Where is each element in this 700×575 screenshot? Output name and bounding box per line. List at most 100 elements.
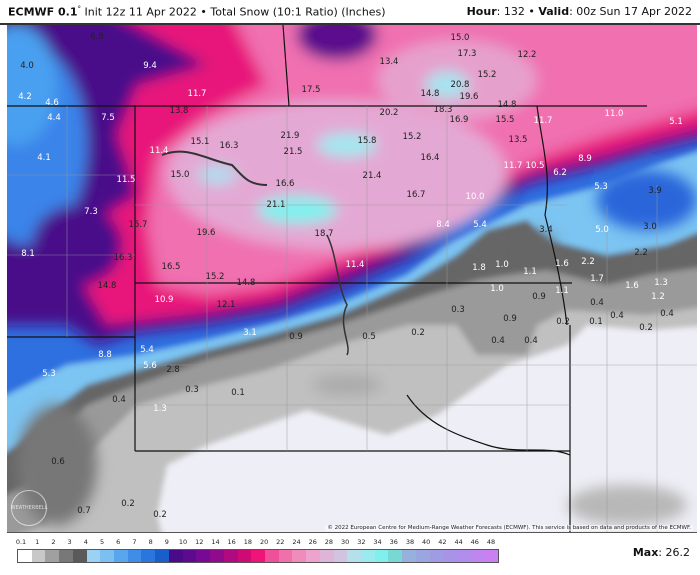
snow-value-label: 2.2 [581,257,595,267]
snowfall-map: 6.8 4.0 9.4 4.2 4.6 11.7 17.5 13.8 4.4 7.5 15.1 16.… [7,25,697,533]
product-name: Total Snow (10:1 Ratio) (Inches) [210,5,386,19]
colorbar-swatch [18,550,32,562]
snow-value-label: 19.6 [459,92,479,102]
contour-cyan [425,71,469,99]
colorbar-tick-label: 44 [454,538,463,546]
header: ECMWF 0.1° Init 12z 11 Apr 2022 • Total … [0,0,700,25]
colorbar-tick-label: 0.1 [15,538,27,546]
snow-value-label: 21.9 [280,131,300,141]
colorbar-tick-label: 5 [99,538,105,546]
snow-value-label: 2.2 [634,248,648,258]
snow-value-label: 17.3 [457,49,477,59]
watermark-text: WEATHERBELL [10,505,48,511]
snow-value-label: 4.6 [45,98,59,108]
snow-value-label: 4.1 [37,153,51,163]
snow-value-label: 0.2 [411,328,425,338]
colorbar-swatch [196,550,211,562]
colorbar-labels: 0.1 1 2 3 4 5 6 7 8 9 10 12 14 16 18 20 22 24 26 28 30 32 34 36… [15,538,497,548]
max-number: 26.2 [665,546,691,559]
snow-value-label: 4.0 [20,61,34,71]
contour-light-pink [167,100,507,250]
snow-value-label: 5.6 [143,361,157,371]
snow-value-label: 0.4 [491,336,505,346]
colorbar-swatch [484,550,499,562]
snow-value-label: 12.2 [517,50,537,60]
colorbar-swatch [127,550,142,562]
valid-label: Valid [538,5,570,18]
snow-value-label: 21.5 [283,147,303,157]
colorbar-swatch [114,550,128,562]
snow-value-label: 12.1 [216,300,236,310]
contour-purple-top [297,25,377,60]
colorbar-swatch [59,550,73,562]
lake-sakakawea [161,150,268,186]
snow-value-label: 1.6 [555,259,569,269]
colorbar-tick-label: 6 [116,538,121,546]
snow-value-label: 10.9 [154,295,174,305]
contour-cyan [257,196,337,224]
snow-value-label: 11.7 [187,89,207,99]
snow-value-label: 16.3 [219,141,239,151]
colorbar-tick-label: 10 [178,538,188,546]
colorbar-swatch [168,550,183,562]
snow-value-label: 6.8 [90,32,104,42]
snow-value-label: 0.1 [589,317,603,327]
snow-value-label: 1.8 [472,263,486,273]
colorbar [17,549,499,563]
snow-value-label: 0.2 [639,323,653,333]
colorbar-tick-label: 42 [438,538,447,546]
snow-value-label: 4.4 [47,113,61,123]
contour-cyan [317,133,377,157]
colorbar-tick-label: 14 [211,538,220,546]
snow-value-label: 1.0 [490,284,504,294]
init-time: Init 12z 11 Apr 2022 [84,5,197,19]
snow-value-label: 15.2 [205,272,225,282]
colorbar-tick-label: 4 [83,538,88,546]
colorbar-tick-label: 26 [308,538,317,546]
colorbar-swatch [306,550,320,562]
colorbar-tick-label: 34 [373,538,382,546]
colorbar-swatch [457,550,471,562]
snow-value-label: 15.5 [495,115,515,125]
snow-value-label: 11.4 [345,260,365,270]
colorbar-swatch [45,550,60,562]
contour-gray-right [519,233,555,257]
snow-value-label: 0.4 [590,298,604,308]
snow-value-label: 21.4 [362,171,382,181]
snow-value-label: 7.5 [101,113,115,123]
snow-value-label: 3.9 [648,186,662,196]
snow-value-label: 1.1 [523,267,537,277]
colorbar-swatch [251,550,265,562]
snow-value-label: 13.4 [379,57,399,67]
snow-value-label: 0.9 [532,292,546,302]
snow-value-label: 1.2 [651,292,665,302]
max-value: Max: 26.2 [632,546,691,559]
snow-value-label: 8.9 [578,154,592,164]
colorbar-swatch [210,550,224,562]
colorbar-swatch [223,550,238,562]
snow-value-label: 5.1 [669,117,683,127]
colorbar-swatch [100,550,115,562]
snow-value-label: 11.0 [604,109,624,119]
colorbar-swatch [292,550,307,562]
colorbar-tick-label: 40 [422,538,431,546]
valid-info: Hour: 132 • Valid: 00z Sun 17 Apr 2022 [466,5,692,18]
snow-value-label: 0.4 [524,336,538,346]
snow-value-label: 18.7 [314,229,334,239]
snow-value-label: 18.3 [433,105,453,115]
snow-value-label: 3.1 [243,328,257,338]
colorbar-swatch [72,550,87,562]
colorbar-tick-label: 8 [148,538,153,546]
colorbar-tick-label: 9 [164,538,169,546]
separator: • [528,5,535,18]
snow-value-label: 0.3 [451,305,465,315]
colorbar-tick-label: 1 [35,538,40,546]
hour-label: Hour [466,5,497,18]
snow-value-label: 15.1 [190,137,210,147]
snow-value-label: 8.1 [21,249,35,259]
snow-value-label: 16.9 [449,115,469,125]
snow-value-label: 4.2 [18,92,32,102]
snow-value-label: 0.4 [112,395,126,405]
snow-value-label: 16.5 [161,262,181,272]
chart-title: ECMWF 0.1° Init 12z 11 Apr 2022 • Total … [8,5,386,19]
